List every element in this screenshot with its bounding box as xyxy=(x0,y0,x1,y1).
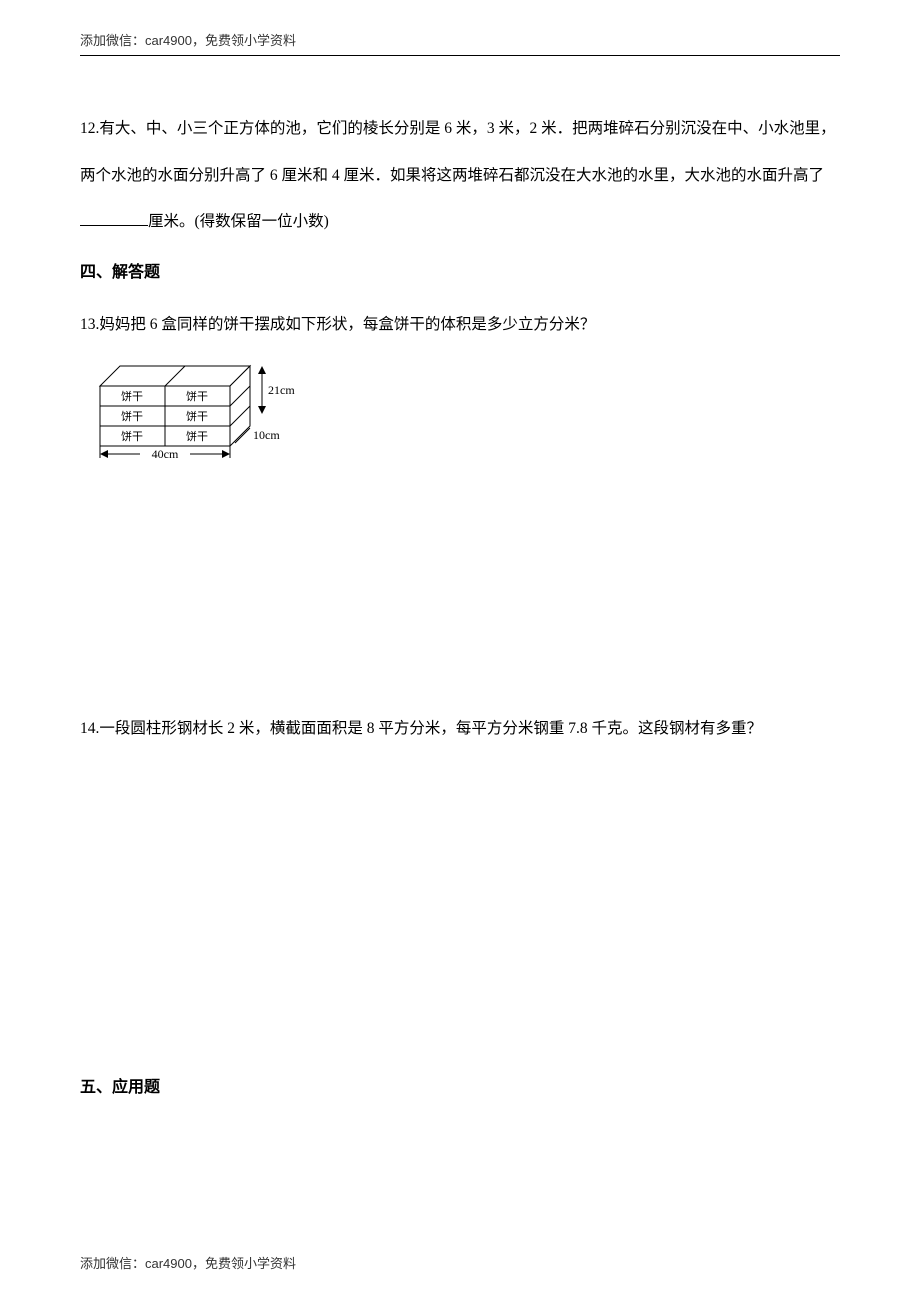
spacer-after-q13 xyxy=(80,496,840,706)
cell-label-0: 饼干 xyxy=(121,389,143,403)
cell-label-4: 饼干 xyxy=(121,429,143,443)
dim-width-arrow-left xyxy=(100,450,108,458)
dim-height-arrow-top xyxy=(258,366,266,374)
question-12: 12.有大、中、小三个正方体的池，它们的棱长分别是 6 米，3 米，2 米．把两… xyxy=(80,106,840,246)
dim-depth-label: 10cm xyxy=(253,428,280,442)
q14-prefix: 14. xyxy=(80,720,99,737)
q13-prefix: 13. xyxy=(80,316,99,333)
q12-blank xyxy=(80,211,148,227)
page: 添加微信：car4900，免费领小学资料 12.有大、中、小三个正方体的池，它们… xyxy=(0,0,920,1302)
q13-figure: 饼干 饼干 饼干 饼干 饼干 饼干 21cm 10cm 40cm xyxy=(90,356,310,476)
cell-label-1: 饼干 xyxy=(186,389,208,403)
section-4-heading: 四、解答题 xyxy=(80,258,840,282)
spacer-after-q14 xyxy=(80,761,840,1061)
question-13: 13.妈妈把 6 盒同样的饼干摆成如下形状，每盒饼干的体积是多少立方分米？ xyxy=(80,302,840,349)
q12-prefix: 12. xyxy=(80,120,99,137)
q12-body-1: 有大、中、小三个正方体的池，它们的棱长分别是 6 米，3 米，2 米．把两堆碎石… xyxy=(80,120,836,184)
dim-width-label: 40cm xyxy=(152,447,179,461)
q13-body: 妈妈把 6 盒同样的饼干摆成如下形状，每盒饼干的体积是多少立方分米？ xyxy=(99,316,595,333)
q12-body-2: 厘米。(得数保留一位小数) xyxy=(148,213,329,230)
dim-width-arrow-right xyxy=(222,450,230,458)
dim-height-arrow-bot xyxy=(258,406,266,414)
header-divider xyxy=(80,55,840,56)
cell-label-2: 饼干 xyxy=(121,409,143,423)
cell-label-5: 饼干 xyxy=(186,429,208,443)
section-5-heading: 五、应用题 xyxy=(80,1073,840,1097)
q14-body: 一段圆柱形钢材长 2 米，横截面面积是 8 平方分米，每平方分米钢重 7.8 千… xyxy=(99,720,762,737)
footer-text: 添加微信：car4900，免费领小学资料 xyxy=(80,1253,296,1272)
cell-label-3: 饼干 xyxy=(186,409,208,423)
biscuit-box-diagram: 饼干 饼干 饼干 饼干 饼干 饼干 21cm 10cm 40cm xyxy=(90,356,310,476)
question-14: 14.一段圆柱形钢材长 2 米，横截面面积是 8 平方分米，每平方分米钢重 7.… xyxy=(80,706,840,753)
header-text: 添加微信：car4900，免费领小学资料 xyxy=(80,30,840,49)
dim-height-label: 21cm xyxy=(268,383,295,397)
